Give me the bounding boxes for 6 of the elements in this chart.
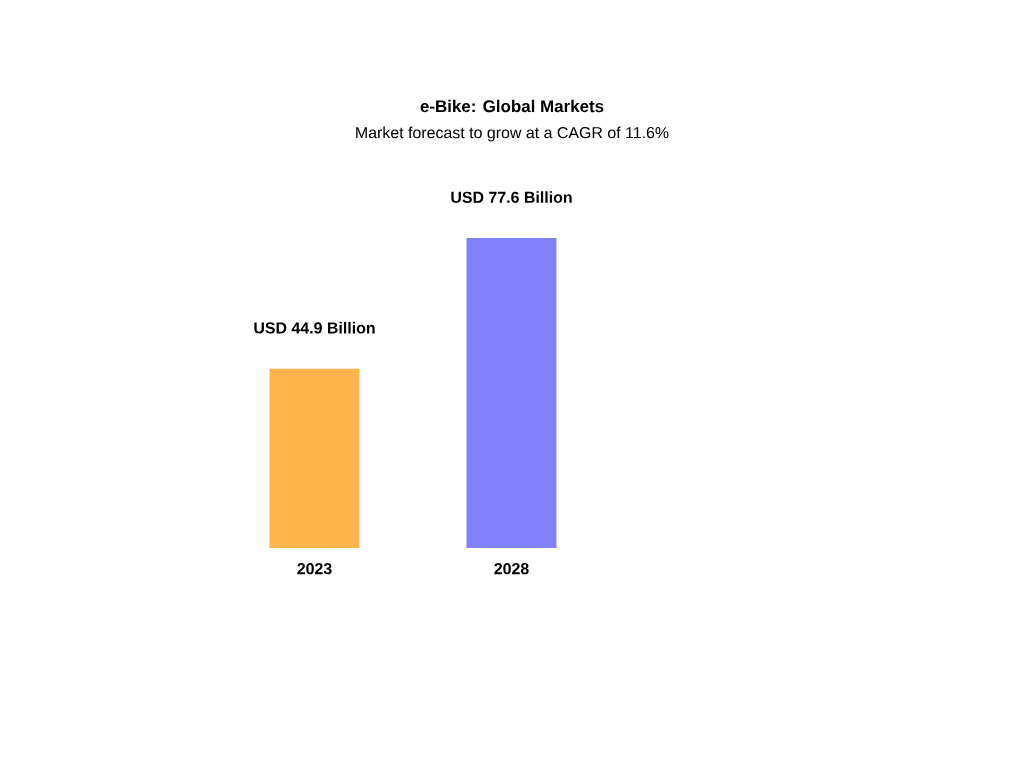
data-label: USD 44.9 Billion bbox=[254, 321, 375, 334]
chart-subtitle: Market forecast to grow at a CAGR of 11.6% bbox=[356, 126, 669, 142]
chart-title: e-Bike: Global Markets bbox=[420, 99, 604, 113]
data-label: USD 77.6 Billion bbox=[451, 191, 572, 203]
x-tick-label: 2028 bbox=[494, 563, 529, 575]
x-tick-label: 2023 bbox=[297, 563, 332, 575]
